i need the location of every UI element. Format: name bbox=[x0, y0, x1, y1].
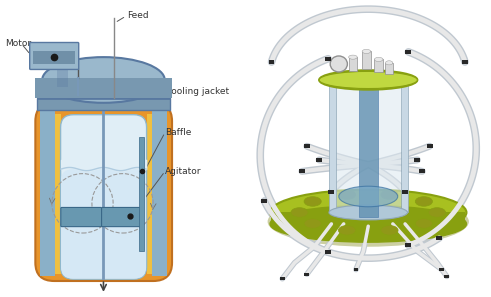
Bar bbox=[316, 158, 322, 162]
Ellipse shape bbox=[362, 49, 371, 53]
Text: Feed: Feed bbox=[127, 12, 149, 20]
Bar bbox=[385, 63, 393, 74]
FancyBboxPatch shape bbox=[102, 207, 142, 227]
Ellipse shape bbox=[42, 57, 165, 103]
Text: Agitator: Agitator bbox=[165, 167, 201, 176]
FancyBboxPatch shape bbox=[35, 103, 172, 281]
Ellipse shape bbox=[385, 61, 393, 65]
Ellipse shape bbox=[270, 189, 466, 235]
Bar bbox=[462, 60, 468, 64]
Bar bbox=[55, 114, 60, 274]
Bar bbox=[349, 57, 357, 71]
Bar bbox=[262, 199, 268, 203]
Bar bbox=[36, 98, 170, 110]
Ellipse shape bbox=[291, 208, 308, 217]
Bar bbox=[406, 243, 411, 247]
Ellipse shape bbox=[319, 70, 417, 90]
Bar bbox=[33, 51, 75, 64]
Ellipse shape bbox=[339, 186, 398, 207]
Ellipse shape bbox=[319, 71, 417, 89]
Bar bbox=[325, 57, 331, 61]
Bar bbox=[439, 268, 444, 271]
Ellipse shape bbox=[270, 206, 466, 242]
Bar bbox=[304, 273, 309, 276]
FancyBboxPatch shape bbox=[60, 115, 147, 279]
Bar bbox=[325, 250, 331, 254]
Bar bbox=[329, 80, 336, 212]
Bar bbox=[362, 51, 371, 69]
Bar bbox=[147, 114, 152, 274]
Ellipse shape bbox=[338, 225, 355, 235]
Bar bbox=[444, 275, 449, 278]
Bar bbox=[359, 85, 378, 217]
Bar bbox=[336, 80, 401, 212]
Circle shape bbox=[330, 56, 347, 72]
Bar bbox=[139, 137, 144, 251]
Bar bbox=[414, 158, 420, 162]
Text: Motor: Motor bbox=[5, 39, 31, 48]
Ellipse shape bbox=[349, 55, 357, 59]
Ellipse shape bbox=[338, 190, 355, 200]
Bar bbox=[406, 50, 411, 54]
Bar bbox=[436, 236, 442, 240]
Ellipse shape bbox=[329, 205, 408, 220]
Polygon shape bbox=[271, 212, 465, 224]
Bar bbox=[299, 169, 305, 173]
Text: Baffle: Baffle bbox=[165, 128, 191, 137]
Bar bbox=[401, 80, 408, 212]
FancyBboxPatch shape bbox=[61, 169, 146, 279]
Bar bbox=[35, 78, 172, 98]
Ellipse shape bbox=[304, 219, 321, 228]
FancyBboxPatch shape bbox=[29, 42, 79, 69]
FancyBboxPatch shape bbox=[61, 207, 102, 227]
Ellipse shape bbox=[304, 197, 321, 206]
Ellipse shape bbox=[381, 225, 398, 235]
Ellipse shape bbox=[415, 219, 433, 228]
Ellipse shape bbox=[268, 197, 469, 247]
Ellipse shape bbox=[375, 57, 383, 61]
Bar bbox=[427, 144, 433, 148]
Ellipse shape bbox=[415, 197, 433, 206]
Bar bbox=[269, 60, 274, 64]
Bar bbox=[152, 110, 167, 277]
Bar bbox=[328, 190, 334, 194]
Bar bbox=[304, 144, 310, 148]
Bar bbox=[56, 69, 68, 87]
Text: Cooling jacket: Cooling jacket bbox=[165, 87, 229, 96]
Bar bbox=[354, 268, 358, 271]
Ellipse shape bbox=[428, 208, 445, 217]
Ellipse shape bbox=[381, 190, 398, 200]
Bar bbox=[40, 110, 55, 277]
Bar bbox=[419, 169, 425, 173]
Bar bbox=[402, 190, 408, 194]
Bar bbox=[36, 94, 170, 99]
Bar bbox=[280, 277, 285, 280]
Bar bbox=[375, 59, 383, 72]
